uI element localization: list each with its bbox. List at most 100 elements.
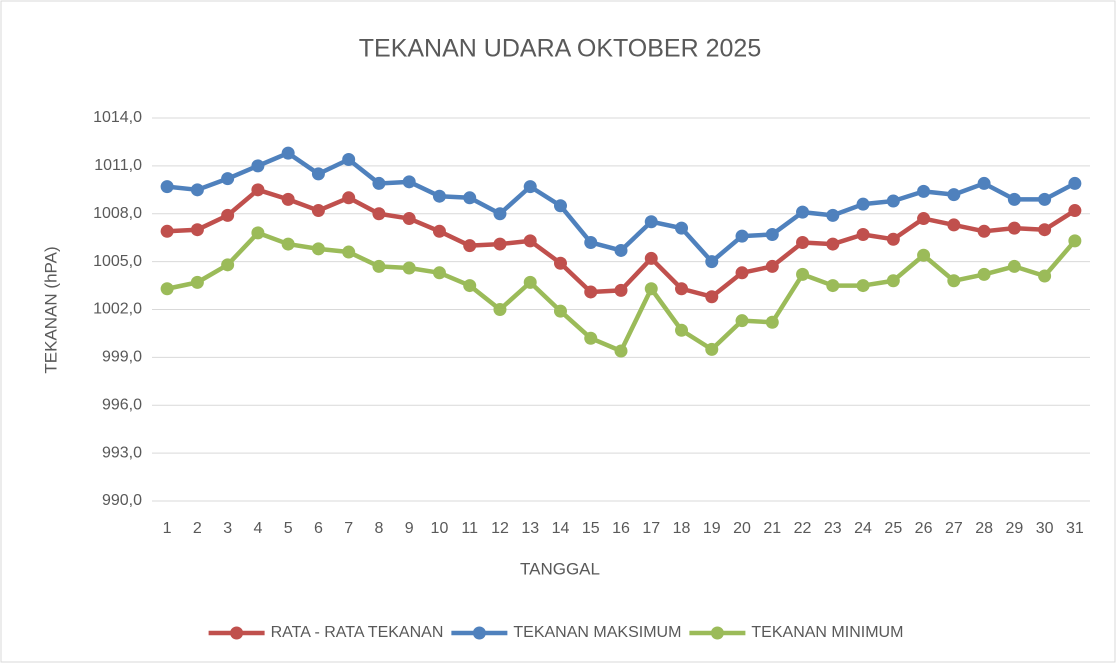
data-point	[1068, 176, 1082, 190]
data-point	[856, 227, 870, 241]
legend-marker	[710, 626, 724, 640]
data-point	[826, 237, 840, 251]
data-point	[917, 248, 931, 262]
y-tick-label: 1011,0	[94, 157, 142, 174]
data-point	[826, 279, 840, 293]
data-point	[1038, 192, 1052, 206]
data-point	[553, 199, 567, 213]
x-tick-label: 18	[673, 520, 691, 537]
data-point	[493, 237, 507, 251]
data-point	[493, 303, 507, 316]
data-point	[463, 239, 477, 253]
x-tick-label: 13	[521, 520, 539, 537]
data-point	[644, 215, 658, 229]
data-point	[432, 266, 446, 280]
data-point	[402, 261, 416, 275]
x-tick-label: 21	[763, 520, 781, 537]
data-point	[190, 275, 204, 289]
data-point	[644, 251, 658, 265]
data-point	[190, 183, 204, 197]
legend-label: TEKANAN MAKSIMUM	[513, 624, 681, 641]
data-point	[342, 152, 356, 166]
data-point	[614, 344, 628, 358]
data-point	[342, 191, 356, 205]
x-tick-label: 8	[374, 520, 383, 537]
y-tick-label: 990,0	[102, 492, 142, 509]
data-point	[675, 282, 689, 296]
x-tick-label: 24	[854, 520, 872, 537]
x-tick-label: 26	[915, 520, 933, 537]
x-tick-label: 30	[1036, 520, 1054, 537]
x-tick-label: 22	[794, 520, 812, 537]
x-tick-label: 10	[431, 520, 449, 537]
data-point	[1068, 234, 1082, 248]
y-axis-label: TEKANAN (hPA)	[41, 246, 60, 373]
data-point	[221, 208, 235, 222]
x-tick-label: 6	[314, 520, 323, 537]
data-point	[342, 245, 356, 259]
y-tick-label: 1014,0	[93, 109, 142, 126]
x-tick-label: 29	[1005, 520, 1023, 537]
chart-title: TEKANAN UDARA OKTOBER 2025	[359, 35, 761, 63]
x-tick-label: 27	[945, 520, 963, 537]
data-point	[160, 224, 174, 238]
y-tick-label: 1008,0	[93, 205, 142, 222]
data-point	[856, 279, 870, 293]
data-point	[675, 323, 689, 337]
data-point	[1007, 221, 1021, 235]
data-point	[251, 159, 265, 173]
data-point	[947, 188, 961, 202]
data-point	[372, 259, 386, 273]
data-point	[614, 283, 628, 297]
x-tick-label: 4	[253, 520, 262, 537]
legend: RATA - RATA TEKANAN TEKANAN MAKSIMUM TEKAN…	[208, 624, 903, 641]
y-tick-label: 999,0	[102, 349, 142, 366]
data-point	[705, 342, 719, 356]
data-point	[1007, 192, 1021, 206]
x-tick-label: 12	[491, 520, 509, 537]
data-point	[705, 290, 719, 304]
data-point	[311, 167, 325, 181]
legend-marker	[472, 626, 486, 640]
x-tick-label: 31	[1066, 520, 1084, 537]
data-point	[675, 221, 689, 235]
data-point	[281, 192, 295, 206]
y-tick-label: 1002,0	[93, 301, 142, 318]
data-point	[251, 226, 265, 240]
data-point	[886, 194, 900, 208]
data-point	[251, 183, 265, 197]
data-point	[160, 282, 174, 296]
x-tick-label: 19	[703, 520, 721, 537]
x-tick-label: 3	[223, 520, 232, 537]
data-point	[977, 224, 991, 238]
x-axis-label: TANGGAL	[520, 559, 600, 578]
data-point	[977, 176, 991, 190]
data-point	[463, 279, 477, 293]
data-point	[553, 304, 567, 318]
x-tick-label: 14	[552, 520, 570, 537]
data-point	[1038, 269, 1052, 283]
data-point	[856, 197, 870, 211]
data-point	[281, 237, 295, 251]
y-tick-label: 1005,0	[93, 253, 142, 270]
y-tick-label: 993,0	[102, 444, 142, 461]
x-tick-label: 9	[405, 520, 414, 537]
x-tick-label: 16	[612, 520, 630, 537]
x-tick-label: 7	[344, 520, 353, 537]
x-tick-label: 15	[582, 520, 600, 537]
data-point	[523, 234, 537, 248]
data-point	[917, 184, 931, 198]
y-tick-label: 996,0	[102, 396, 142, 413]
data-point	[796, 235, 810, 249]
data-point	[1068, 204, 1082, 218]
data-point	[372, 176, 386, 190]
data-point	[584, 285, 598, 299]
data-point	[402, 212, 416, 226]
legend-marker	[230, 626, 244, 640]
data-point	[886, 232, 900, 246]
data-point	[765, 227, 779, 241]
data-point	[190, 223, 204, 237]
data-point	[160, 180, 174, 194]
data-point	[644, 282, 658, 296]
